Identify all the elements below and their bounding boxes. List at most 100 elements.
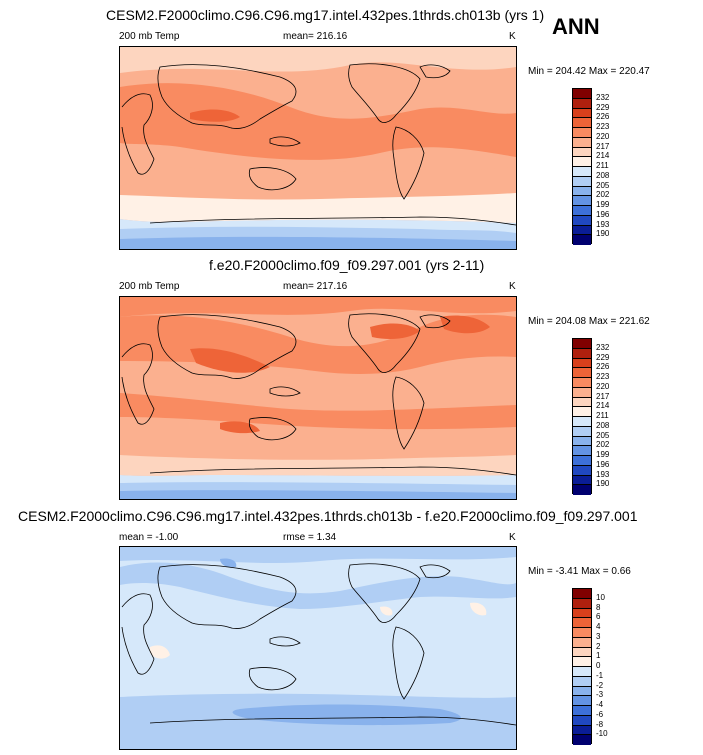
colorbar-swatch bbox=[573, 157, 591, 167]
panel-1-minmax: Min = 204.42 Max = 220.47 bbox=[528, 66, 650, 77]
colorbar-tick-label: 196 bbox=[596, 459, 610, 469]
colorbar-swatch bbox=[573, 176, 591, 187]
colorbar-swatch bbox=[573, 186, 591, 197]
colorbar-swatch bbox=[573, 465, 591, 476]
colorbar-tick-label: -10 bbox=[596, 729, 608, 739]
colorbar-tick-label: 226 bbox=[596, 112, 610, 122]
colorbar-tick-label: 208 bbox=[596, 170, 610, 180]
colorbar-tick-label: -8 bbox=[596, 719, 604, 729]
colorbar-swatch bbox=[573, 426, 591, 437]
colorbar-tick-label: 190 bbox=[596, 229, 610, 239]
colorbar-tick-label: -6 bbox=[596, 709, 604, 719]
colorbar-swatch bbox=[573, 446, 591, 456]
colorbar-tick-label: 196 bbox=[596, 209, 610, 219]
colorbar-swatch bbox=[573, 735, 591, 745]
colorbar-tick-label: 190 bbox=[596, 479, 610, 489]
colorbar-swatch bbox=[573, 618, 591, 628]
panel-3-minmax: Min = -3.41 Max = 0.66 bbox=[528, 566, 631, 577]
colorbar-swatch bbox=[573, 368, 591, 378]
panel-1-map-graphic bbox=[120, 47, 516, 249]
colorbar-swatch bbox=[573, 589, 591, 599]
colorbar-tick-label: 202 bbox=[596, 190, 610, 200]
colorbar-swatch bbox=[573, 196, 591, 206]
colorbar-tick-label: 3 bbox=[596, 631, 601, 641]
colorbar-tick-label: 217 bbox=[596, 391, 610, 401]
colorbar-tick-label: 205 bbox=[596, 430, 610, 440]
colorbar-tick-label: 232 bbox=[596, 92, 610, 102]
colorbar-swatch bbox=[573, 647, 591, 658]
colorbar-tick-label: 226 bbox=[596, 362, 610, 372]
panel-2-title: f.e20.F2000climo.f09_f09.297.001 (yrs 2-… bbox=[209, 257, 485, 273]
panel-3-map bbox=[119, 546, 517, 750]
colorbar-tick-label: -2 bbox=[596, 680, 604, 690]
colorbar-swatch bbox=[573, 417, 591, 427]
colorbar-tick-label: 4 bbox=[596, 622, 601, 631]
colorbar-swatch bbox=[573, 657, 591, 667]
colorbar-tick-label: -4 bbox=[596, 700, 604, 709]
panel-1-units: K bbox=[509, 31, 516, 42]
colorbar-swatch bbox=[573, 167, 591, 177]
colorbar-tick-label: 220 bbox=[596, 131, 610, 141]
panel-2-map bbox=[119, 296, 517, 500]
colorbar-swatch bbox=[573, 667, 591, 677]
colorbar-swatch bbox=[573, 676, 591, 687]
colorbar-swatch bbox=[573, 225, 591, 236]
colorbar-tick-label: 205 bbox=[596, 180, 610, 190]
colorbar-swatch bbox=[573, 137, 591, 148]
panel-3-rmse: rmse = 1.34 bbox=[283, 532, 337, 543]
colorbar-swatch bbox=[573, 715, 591, 726]
panel-3-colorbar bbox=[572, 588, 592, 745]
panel-3-units: K bbox=[509, 532, 516, 543]
colorbar-tick-label: 10 bbox=[596, 592, 605, 602]
colorbar-swatch bbox=[573, 686, 591, 697]
colorbar-swatch bbox=[573, 436, 591, 447]
colorbar-tick-label: 229 bbox=[596, 352, 610, 362]
panel-1-title: CESM2.F2000climo.C96.C96.mg17.intel.432p… bbox=[106, 7, 545, 23]
colorbar-tick-label: -3 bbox=[596, 690, 604, 700]
panel-2-map-graphic bbox=[120, 297, 516, 499]
colorbar-tick-label: 8 bbox=[596, 602, 601, 612]
colorbar-tick-label: 211 bbox=[596, 161, 609, 170]
colorbar-swatch bbox=[573, 147, 591, 158]
colorbar-tick-label: 223 bbox=[596, 122, 610, 131]
panel-2-minmax: Min = 204.08 Max = 221.62 bbox=[528, 316, 650, 327]
colorbar-tick-label: 6 bbox=[596, 612, 601, 622]
colorbar-tick-label: 199 bbox=[596, 450, 610, 459]
panel-1-variable: 200 mb Temp bbox=[119, 31, 180, 42]
colorbar-swatch bbox=[573, 206, 591, 216]
panel-2-units: K bbox=[509, 281, 516, 292]
colorbar-tick-label: 229 bbox=[596, 102, 610, 112]
panel-1-colorbar bbox=[572, 88, 592, 245]
panel-3-mean: mean = -1.00 bbox=[119, 532, 179, 543]
colorbar-swatch bbox=[573, 628, 591, 638]
colorbar-swatch bbox=[573, 118, 591, 128]
colorbar-swatch bbox=[573, 608, 591, 619]
colorbar-swatch bbox=[573, 725, 591, 736]
colorbar-swatch bbox=[573, 598, 591, 609]
colorbar-swatch bbox=[573, 128, 591, 138]
colorbar-swatch bbox=[573, 339, 591, 349]
colorbar-swatch bbox=[573, 485, 591, 495]
colorbar-swatch bbox=[573, 378, 591, 388]
colorbar-swatch bbox=[573, 108, 591, 119]
colorbar-tick-label: 208 bbox=[596, 420, 610, 430]
colorbar-swatch bbox=[573, 475, 591, 486]
panel-3-title: CESM2.F2000climo.C96.C96.mg17.intel.432p… bbox=[18, 508, 638, 524]
colorbar-swatch bbox=[573, 397, 591, 408]
panel-1-mean: mean= 216.16 bbox=[283, 31, 348, 42]
colorbar-tick-label: 220 bbox=[596, 381, 610, 391]
colorbar-tick-label: 199 bbox=[596, 200, 610, 209]
colorbar-tick-label: -1 bbox=[596, 670, 604, 680]
colorbar-tick-label: 202 bbox=[596, 440, 610, 450]
colorbar-tick-label: 2 bbox=[596, 641, 601, 651]
colorbar-swatch bbox=[573, 98, 591, 109]
colorbar-swatch bbox=[573, 456, 591, 466]
colorbar-swatch bbox=[573, 706, 591, 716]
colorbar-tick-label: 214 bbox=[596, 151, 610, 161]
panel-2-variable: 200 mb Temp bbox=[119, 281, 180, 292]
colorbar-tick-label: 1 bbox=[596, 651, 601, 661]
colorbar-swatch bbox=[573, 407, 591, 417]
colorbar-swatch bbox=[573, 215, 591, 226]
colorbar-swatch bbox=[573, 387, 591, 398]
colorbar-tick-label: 211 bbox=[596, 411, 609, 420]
